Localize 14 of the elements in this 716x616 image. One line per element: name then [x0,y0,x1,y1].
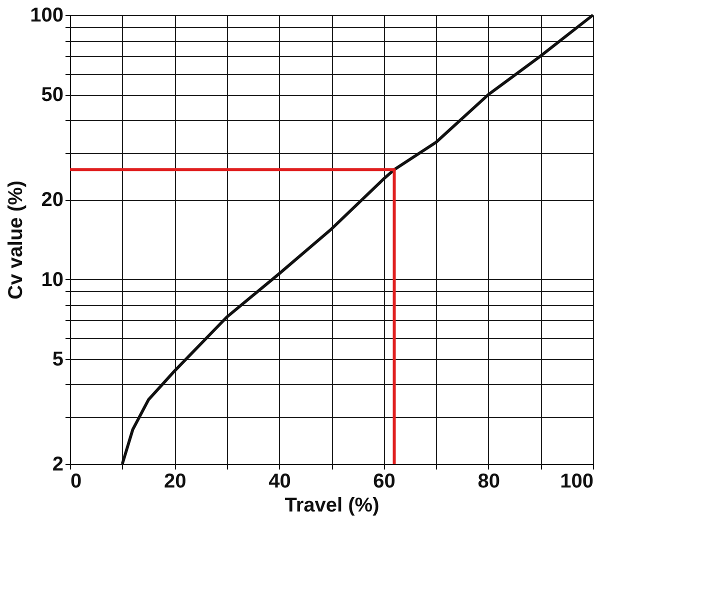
y-tick-label: 2 [52,454,64,476]
y-tick-label: 10 [41,268,64,291]
x-tick-label: 0 [70,470,82,492]
x-tick-label: 60 [373,470,396,492]
x-axis-title: Travel (%) [284,494,380,516]
x-tick-label: 20 [164,470,186,492]
x-tick-label: 100 [560,470,594,492]
y-tick-label: 100 [30,4,64,26]
y-axis-title: Cv value (%) [5,180,28,300]
y-tick-label: 20 [41,189,64,212]
x-tick-label: 40 [268,470,291,492]
y-tick-label: 5 [52,348,64,370]
x-tick-label: 80 [478,470,500,492]
y-tick-label: 50 [41,84,64,106]
